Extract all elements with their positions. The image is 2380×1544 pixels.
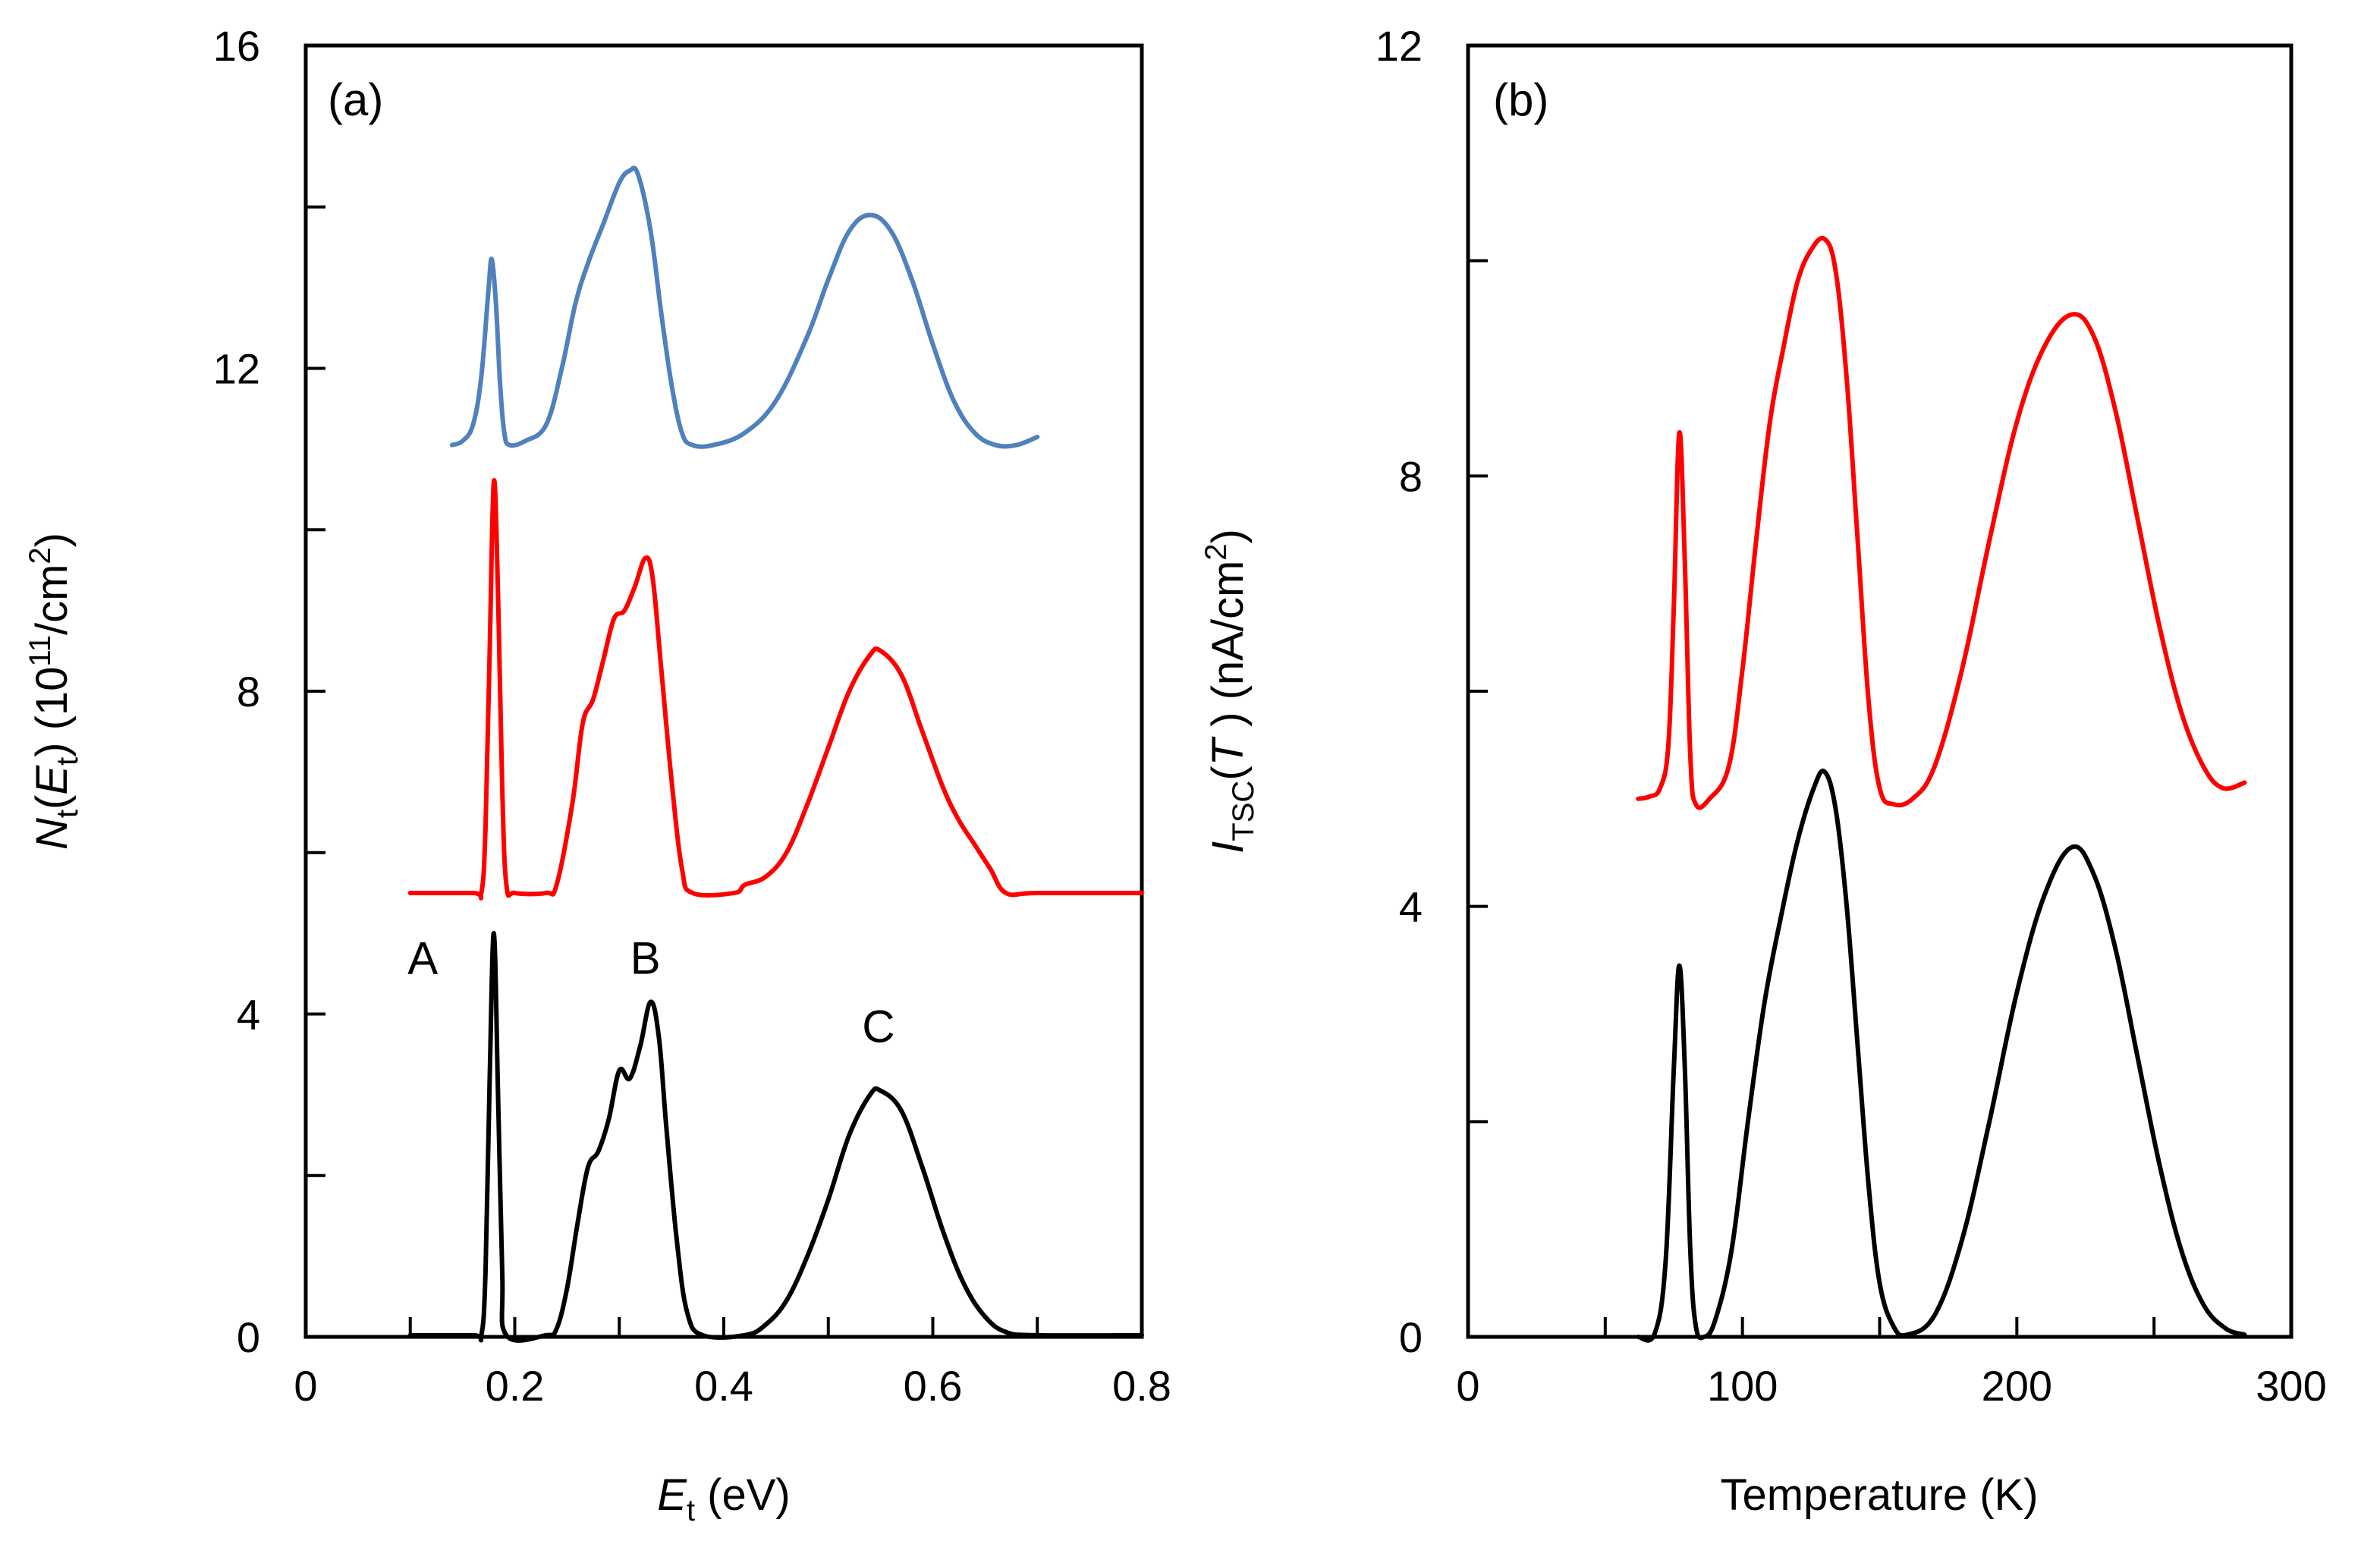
panel-b-tsc-current: 0 100 200 300 0 4 8 12 (b) Temperature (K) ITS… xyxy=(1199,22,2327,1520)
panel-a-y-ticks: 0 4 8 12 16 xyxy=(213,22,325,1361)
peak-label-B: B xyxy=(630,932,661,983)
panel-b-series xyxy=(1636,235,2247,1343)
y-tick-label: 8 xyxy=(237,668,260,715)
x-tick-label: 0 xyxy=(1456,1362,1479,1410)
series-line-0 xyxy=(1636,235,2247,810)
y-tick-label: 12 xyxy=(1375,22,1423,70)
x-tick-label: 0.6 xyxy=(904,1362,963,1410)
panel-b-label: (b) xyxy=(1493,74,1548,125)
panel-a-y-axis-title: Nt(Et) (1011/cm2) xyxy=(24,533,84,850)
y-tick-label: 8 xyxy=(1399,452,1423,500)
x-tick-label: 200 xyxy=(1982,1362,2052,1410)
panel-a-plot-frame xyxy=(303,43,1144,1339)
x-tick-label: 0 xyxy=(294,1362,317,1410)
panel-b-y-ticks: 0 4 8 12 xyxy=(1375,22,1488,1361)
series-line-1 xyxy=(407,478,1144,901)
y-tick-label: 0 xyxy=(1399,1313,1423,1361)
x-tick-label: 0.4 xyxy=(694,1362,753,1410)
x-tick-label: 0.2 xyxy=(486,1362,545,1410)
y-tick-label: 4 xyxy=(237,991,260,1039)
panel-a-annotations: A B C xyxy=(407,932,894,1052)
series-line-0 xyxy=(449,165,1040,449)
series-line-1 xyxy=(1636,769,2247,1343)
peak-label-A: A xyxy=(407,932,438,983)
y-tick-label: 12 xyxy=(213,345,260,393)
panel-b-x-axis-title: Temperature (K) xyxy=(1720,1470,2038,1520)
panel-b-plot-frame xyxy=(1466,43,2294,1339)
x-tick-label: 100 xyxy=(1707,1362,1778,1410)
panel-a-energy-distribution: 0 0.2 0.4 0.6 0.8 0 4 8 12 16 A B C (a) Et (eV) Nt… xyxy=(24,22,1171,1527)
series-line-2 xyxy=(407,931,1144,1343)
panel-a-series xyxy=(407,165,1144,1343)
y-tick-label: 4 xyxy=(1399,883,1423,931)
panel-a-x-ticks: 0 0.2 0.4 0.6 0.8 xyxy=(294,1317,1171,1410)
panel-b-x-ticks: 0 100 200 300 xyxy=(1456,1317,2327,1410)
peak-label-C: C xyxy=(862,1002,894,1052)
x-tick-label: 300 xyxy=(2256,1362,2326,1410)
y-tick-label: 16 xyxy=(213,22,260,70)
x-tick-label: 0.8 xyxy=(1112,1362,1171,1410)
panel-a-x-axis-title: Et (eV) xyxy=(657,1470,791,1527)
panel-b-y-axis-title: ITSC(T ) (nA/cm2) xyxy=(1199,529,1260,854)
y-tick-label: 0 xyxy=(237,1313,260,1361)
panel-a-label: (a) xyxy=(328,74,383,125)
